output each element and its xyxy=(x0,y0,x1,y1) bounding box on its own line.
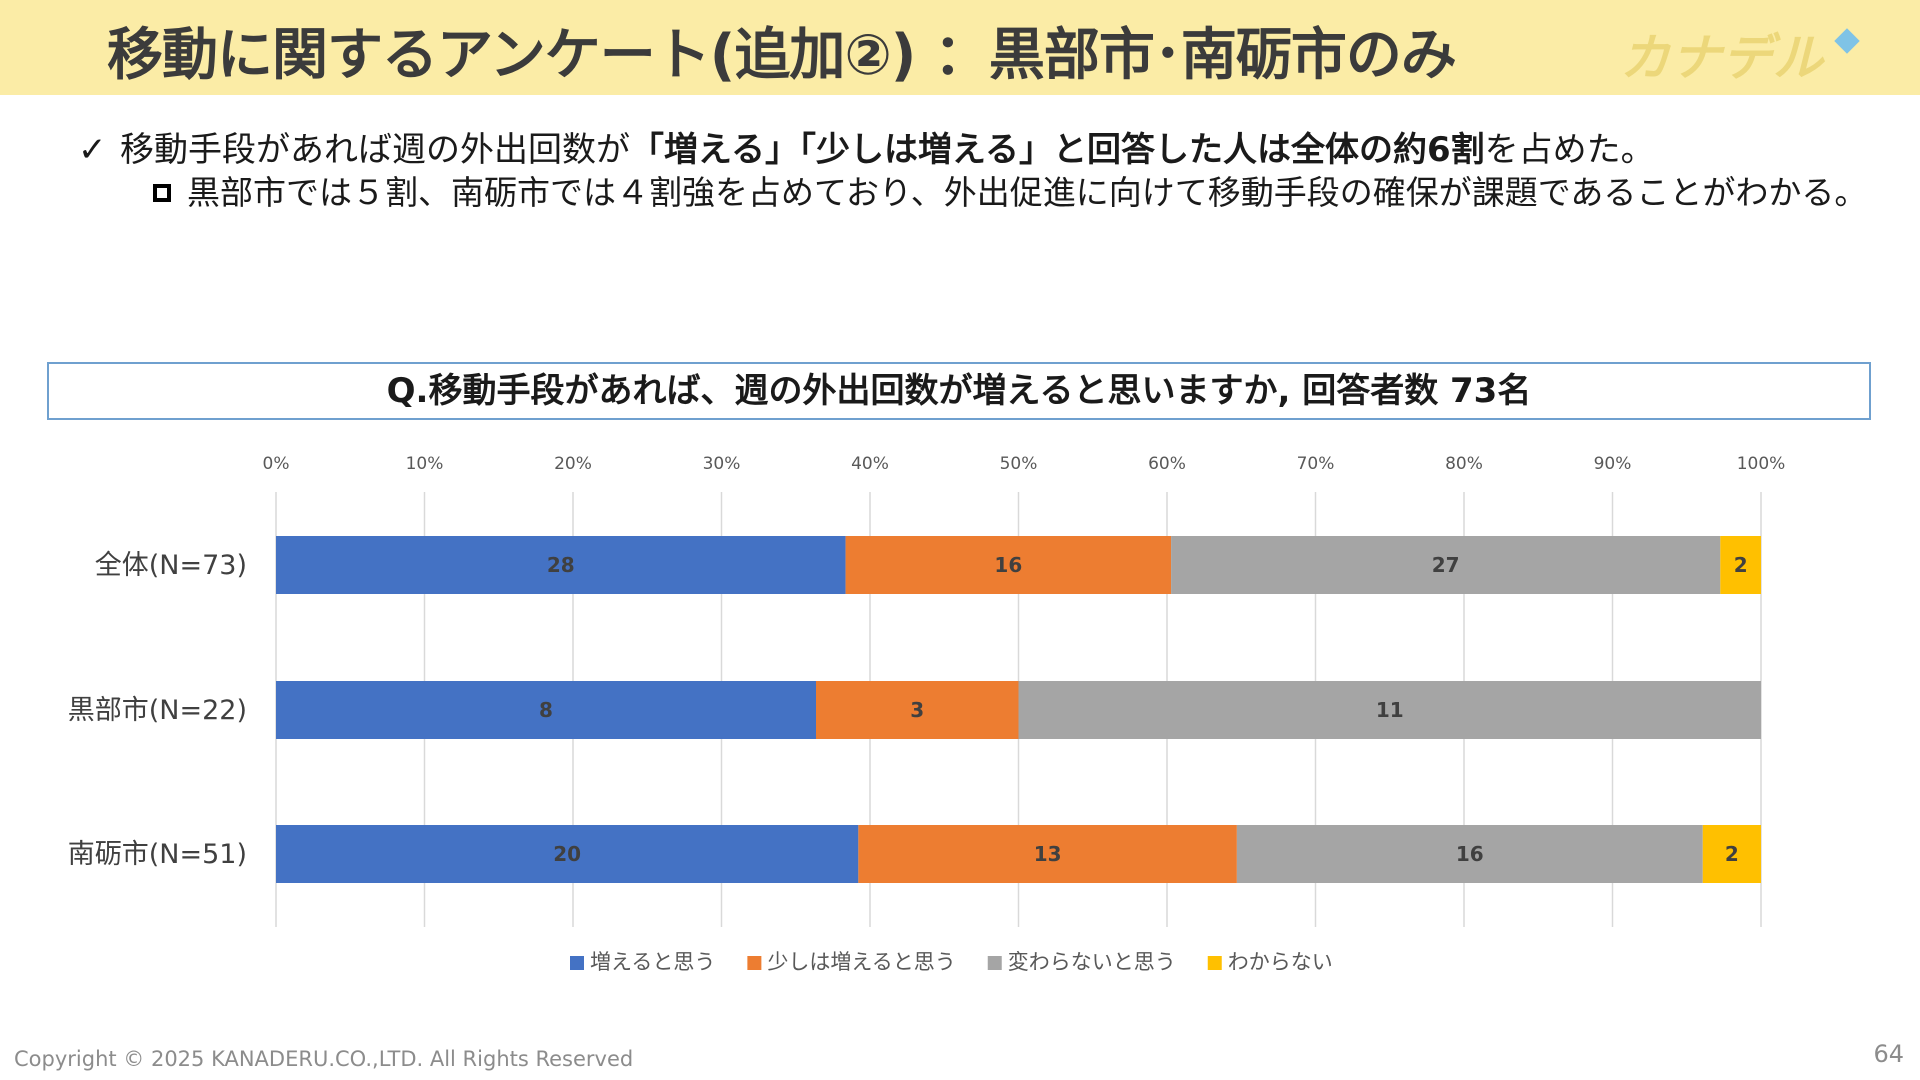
legend-label: 少しは増えると思う xyxy=(767,950,955,974)
sub-bullet: 黒部市では５割、南砺市では４割強を占めており、外出促進に向けて移動手段の確保が課… xyxy=(153,166,1867,214)
data-label: 8 xyxy=(539,698,553,722)
company-logo: カナデル xyxy=(1620,29,1824,87)
data-label: 27 xyxy=(1432,553,1460,577)
bar-segment xyxy=(845,536,1172,594)
legend-swatch xyxy=(570,956,584,970)
data-label: 11 xyxy=(1376,698,1404,722)
logo-bird-icon xyxy=(1834,28,1860,54)
legend-swatch xyxy=(747,956,762,970)
legend-label: 変わらないと思う xyxy=(1008,950,1176,974)
legend-swatch xyxy=(1207,956,1222,970)
sub-bullet-text: 黒部市では５割、南砺市では４割強を占めており、外出促進に向けて移動手段の確保が課… xyxy=(187,173,1868,212)
bar-segment xyxy=(1702,825,1761,883)
page-number: 64 xyxy=(1873,1040,1904,1068)
main-bullet-post: を占めた。 xyxy=(1484,130,1655,170)
question-text: Q.移動手段があれば、週の外出回数が増えると思いますか, 回答者数 73名 xyxy=(386,371,1532,411)
bar-segment xyxy=(1236,825,1703,883)
main-bullet-bold: 「増える」「少しは増える」と回答した人は全体の約6割 xyxy=(630,130,1485,170)
x-tick-label: 70% xyxy=(1297,454,1335,474)
x-tick-label: 40% xyxy=(851,454,889,474)
data-label: 16 xyxy=(1456,842,1484,866)
legend-swatch xyxy=(987,956,1002,970)
page-title: 移動に関するアンケート(追加②) ：黒部市･南砺市のみ xyxy=(107,23,1457,88)
data-label: 16 xyxy=(994,553,1022,577)
data-label: 3 xyxy=(910,698,924,722)
bar-segment xyxy=(276,536,846,594)
bar-segment xyxy=(276,825,859,883)
data-label: 2 xyxy=(1734,553,1748,577)
bar-segment xyxy=(1171,536,1721,594)
stacked-bar-chart: 0% 10% 20% 30% 40% 50% 60% 70% 80% 90% 100% 全体(N=73… xyxy=(68,454,1786,974)
x-tick-label: 10% xyxy=(406,454,444,474)
x-tick-label: 80% xyxy=(1445,454,1483,474)
data-label: 2 xyxy=(1725,842,1739,866)
category-label: 黒部市(N=22) xyxy=(68,695,247,726)
hollow-square-icon xyxy=(153,184,171,202)
x-tick-label: 30% xyxy=(703,454,741,474)
data-label: 20 xyxy=(553,842,581,866)
category-label: 全体(N=73) xyxy=(95,550,247,581)
question-box: Q.移動手段があれば、週の外出回数が増えると思いますか, 回答者数 73名 xyxy=(47,362,1871,420)
bar-segment xyxy=(276,681,816,739)
data-label: 13 xyxy=(1034,842,1062,866)
check-icon: ✓ xyxy=(78,130,107,170)
data-label: 28 xyxy=(547,553,575,577)
x-tick-label: 0% xyxy=(263,454,290,474)
x-tick-label: 60% xyxy=(1148,454,1186,474)
x-tick-label: 90% xyxy=(1594,454,1632,474)
category-label: 南砺市(N=51) xyxy=(68,839,247,870)
legend-label: 増えると思う xyxy=(590,950,715,974)
legend-label: わからない xyxy=(1228,950,1333,974)
bar-segment xyxy=(1720,536,1761,594)
x-tick-label: 20% xyxy=(554,454,592,474)
x-tick-label: 50% xyxy=(1000,454,1038,474)
main-bullet-pre: 移動手段があれば週の外出回数が xyxy=(120,130,630,170)
bar-segment xyxy=(1018,681,1761,739)
main-bullet: ✓ 移動手段があれば週の外出回数が「増える」「少しは増える」と回答した人は全体の約… xyxy=(78,122,1655,171)
bar-segment xyxy=(816,681,1019,739)
bar-segment xyxy=(858,825,1237,883)
x-tick-label: 100% xyxy=(1737,454,1786,474)
copyright-text: Copyright © 2025 KANADERU.CO.,LTD. All R… xyxy=(14,1047,634,1071)
header-bar: 移動に関するアンケート(追加②) ：黒部市･南砺市のみ カナデル xyxy=(0,0,1920,95)
